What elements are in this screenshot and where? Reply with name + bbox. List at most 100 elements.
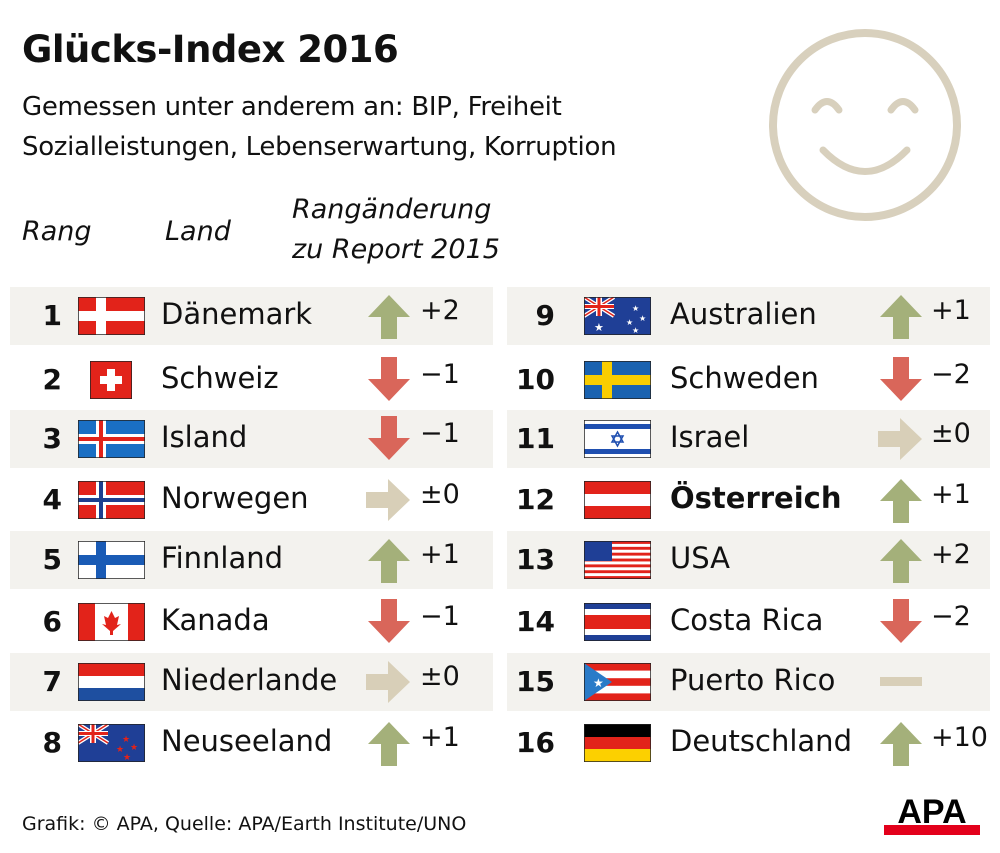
country-name: Niederlande — [161, 663, 338, 697]
country-name: USA — [670, 541, 731, 575]
table-row: 3 Island −1 — [10, 410, 493, 468]
table-row: 6 Kanada −1 — [10, 593, 493, 651]
trend-up-icon — [878, 293, 924, 343]
country-name: Israel — [670, 420, 750, 454]
trend-up-icon — [878, 477, 924, 527]
rank-number: 16 — [516, 726, 555, 759]
table-row: 11 Israel ±0 — [507, 410, 990, 468]
country-name: Dänemark — [161, 297, 313, 331]
flag-fi-icon — [77, 540, 146, 583]
rank-number: 1 — [42, 299, 62, 332]
trend-same-icon — [878, 416, 924, 466]
table-row: 4 Norwegen ±0 — [10, 471, 493, 529]
flag-nz-icon: ★ ★ ★ ★ — [76, 722, 146, 766]
country-name: Deutschland — [670, 724, 852, 758]
table-row: 14 Costa Rica −2 — [507, 593, 990, 651]
subtitle-line-2: Sozialleistungen, Lebenserwartung, Korru… — [22, 132, 617, 162]
table-row: 2 Schweiz −1 — [10, 351, 493, 409]
rank-number: 13 — [516, 543, 555, 576]
trend-down-icon — [366, 416, 412, 466]
header-change-2: zu Report 2015 — [292, 234, 500, 265]
rank-change: −2 — [931, 359, 971, 390]
rank-number: 6 — [42, 605, 62, 638]
rank-change: −1 — [420, 359, 460, 390]
rank-number: 4 — [42, 483, 62, 516]
trend-up-icon — [366, 293, 412, 343]
country-name: Puerto Rico — [670, 663, 836, 697]
svg-text:★: ★ — [639, 314, 646, 323]
rank-change: −1 — [420, 418, 460, 449]
country-name: Finnland — [161, 541, 284, 575]
flag-ca-icon — [77, 602, 146, 645]
svg-text:★: ★ — [122, 735, 130, 745]
trend-down-icon — [366, 357, 412, 407]
country-name: Norwegen — [161, 481, 309, 515]
rank-number: 8 — [42, 726, 62, 759]
rank-number: 9 — [535, 299, 555, 332]
trend-up-icon — [878, 720, 924, 770]
flag-au-icon: ★ ★ ★ ★ ★ — [582, 295, 652, 339]
table-row: 13 USA +2 — [507, 531, 990, 589]
svg-text:★: ★ — [130, 743, 138, 753]
flag-ch-icon — [78, 360, 133, 403]
trend-same-icon — [366, 477, 412, 527]
rank-number: 14 — [516, 605, 555, 638]
trend-new-icon — [878, 659, 924, 709]
flag-at-icon — [583, 480, 652, 523]
rank-number: 10 — [516, 363, 555, 396]
trend-same-icon — [366, 659, 412, 709]
rank-number: 11 — [516, 422, 555, 455]
header-change-1: Rangänderung — [292, 194, 492, 225]
flag-us-icon — [583, 540, 652, 583]
rank-change: +1 — [420, 539, 460, 570]
rank-change: +1 — [931, 479, 971, 510]
country-name: Costa Rica — [670, 603, 824, 637]
source-footer: Grafik: © APA, Quelle: APA/Earth Institu… — [22, 813, 467, 835]
rank-number: 2 — [42, 363, 62, 396]
rank-change: +10 — [931, 722, 988, 753]
flag-nl-icon — [77, 662, 146, 705]
trend-down-icon — [878, 599, 924, 649]
table-row: 9 ★ ★ ★ ★ ★ Australien +1 — [507, 287, 990, 345]
rank-number: 3 — [42, 422, 62, 455]
country-name: Schweiz — [161, 361, 279, 395]
trend-down-icon — [878, 357, 924, 407]
rank-change: −1 — [420, 601, 460, 632]
smiley-icon — [769, 29, 961, 221]
rank-change: +2 — [931, 539, 971, 570]
svg-text:★: ★ — [632, 326, 639, 335]
table-row: 5 Finnland +1 — [10, 531, 493, 589]
country-name: Schweden — [670, 361, 819, 395]
svg-text:★: ★ — [123, 753, 131, 762]
rank-change: ±0 — [420, 661, 460, 692]
country-name: Österreich — [670, 481, 842, 515]
svg-text:★: ★ — [632, 304, 639, 313]
country-name: Island — [161, 420, 248, 454]
rank-change: ±0 — [931, 418, 971, 449]
table-row: 8 ★ ★ ★ ★ Neuseeland +1 — [10, 714, 493, 772]
trend-up-icon — [366, 720, 412, 770]
rank-number: 15 — [516, 665, 555, 698]
table-row: 1 Dänemark +2 — [10, 287, 493, 345]
header-country: Land — [165, 216, 231, 247]
table-row: 10 Schweden −2 — [507, 351, 990, 409]
country-name: Australien — [670, 297, 817, 331]
rank-change: +2 — [420, 295, 460, 326]
rank-number: 12 — [516, 483, 555, 516]
rank-change: ±0 — [420, 479, 460, 510]
trend-down-icon — [366, 599, 412, 649]
table-row: 15 ★ Puerto Rico — [507, 653, 990, 711]
flag-dk-icon — [77, 296, 146, 339]
trend-up-icon — [366, 537, 412, 587]
table-row: 7 Niederlande ±0 — [10, 653, 493, 711]
flag-is-icon — [77, 419, 146, 462]
rank-change: +1 — [931, 295, 971, 326]
svg-text:★: ★ — [626, 318, 633, 327]
flag-cr-icon — [583, 602, 652, 645]
flag-pr-icon: ★ — [583, 662, 652, 705]
trend-up-icon — [878, 537, 924, 587]
subtitle-line-1: Gemessen unter anderem an: BIP, Freiheit — [22, 92, 562, 122]
apa-logo: APA — [884, 795, 980, 835]
table-row: 12 Österreich +1 — [507, 471, 990, 529]
